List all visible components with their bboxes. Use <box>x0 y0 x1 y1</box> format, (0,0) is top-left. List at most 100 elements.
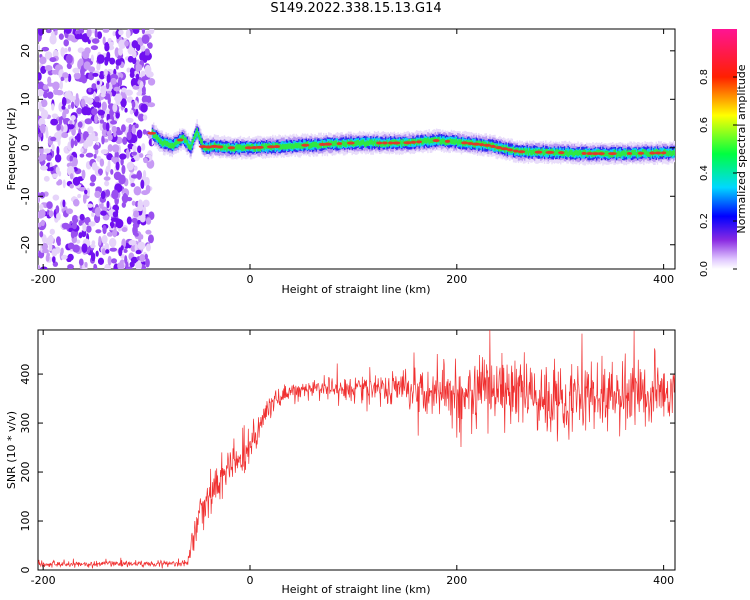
ridge-band-cell <box>156 134 159 141</box>
ridge-band-cell <box>358 141 361 147</box>
ridge-band-cell <box>184 137 186 144</box>
snr-y-label: SNR (10 * v/v) <box>5 411 18 489</box>
spectrogram-x-tick-label: -200 <box>31 273 56 286</box>
noise-cell <box>135 62 141 73</box>
noise-cell <box>49 34 57 45</box>
noise-cell <box>147 42 153 49</box>
noise-cell <box>49 166 54 172</box>
ridge-band-cell <box>366 140 368 146</box>
ridge-band-cell <box>367 140 370 147</box>
ridge-band-cell <box>162 140 165 146</box>
ridge-band-cell <box>648 151 650 157</box>
ridge-band-cell <box>201 139 203 145</box>
ridge-peak-cell <box>597 152 605 156</box>
ridge-band-cell <box>645 150 648 156</box>
ridge-band-cell <box>671 150 674 157</box>
noise-cell <box>79 213 85 221</box>
noise-cell <box>77 193 82 199</box>
noise-cell <box>40 266 48 269</box>
noise-cell <box>98 235 102 246</box>
noise-cell <box>45 254 50 262</box>
noise-cell <box>100 93 106 98</box>
snr-y-tick-label: 200 <box>19 462 32 483</box>
noise-cell <box>101 235 108 244</box>
colorbar-label: Normalized spectral amplitude <box>735 64 748 233</box>
spectrogram-y-tick-label: -20 <box>19 236 32 254</box>
ridge-peak-cell <box>255 145 264 149</box>
noise-cell <box>62 110 67 119</box>
noise-cell <box>111 258 118 264</box>
ridge-band-cell <box>450 138 453 145</box>
ridge-peak-cell <box>478 143 485 147</box>
noise-cell <box>70 115 76 121</box>
noise-cell <box>38 29 44 36</box>
noise-cell <box>86 203 94 208</box>
ridge-band-cell <box>177 138 180 144</box>
noise-cell <box>38 88 44 97</box>
ridge-band-cell <box>175 139 177 146</box>
noise-cell <box>62 118 69 123</box>
ridge-band-cell <box>530 149 532 156</box>
noise-cell <box>51 113 59 119</box>
noise-cell <box>100 149 109 155</box>
noise-cell <box>60 247 64 255</box>
colorbar-gradient <box>712 29 737 269</box>
noise-cell <box>94 190 101 199</box>
noise-cell <box>91 212 95 217</box>
ridge-band-cell <box>155 134 157 140</box>
ridge-peak-cell <box>216 145 224 149</box>
snr-x-tick-label: 200 <box>446 574 467 587</box>
noise-cell <box>44 51 53 60</box>
ridge-band-cell <box>186 140 188 146</box>
ridge-band-cell <box>619 152 621 158</box>
ridge-band-cell <box>604 150 607 157</box>
ridge-band-cell <box>309 143 311 149</box>
colorbar-tick-label: 0.2 <box>699 213 710 229</box>
noise-cell <box>74 30 81 35</box>
ridge-band-cell <box>425 138 428 144</box>
noise-cell <box>61 132 69 139</box>
ridge-band-cell <box>370 139 372 145</box>
noise-cell <box>104 43 110 52</box>
ridge-band-cell <box>566 150 568 156</box>
noise-cell <box>107 144 113 152</box>
ridge-band-cell <box>372 140 375 147</box>
noise-cell <box>135 260 142 269</box>
noise-cell <box>104 242 110 252</box>
noise-cell <box>100 85 107 95</box>
colorbar-tick-label: 0.0 <box>699 261 710 277</box>
ridge-band-cell <box>416 140 418 146</box>
noise-cell <box>87 126 94 134</box>
noise-cell <box>41 234 47 244</box>
noise-cell <box>41 242 48 251</box>
ridge-band-cell <box>526 148 528 154</box>
ridge-band-cell <box>633 149 635 156</box>
ridge-band-cell <box>237 144 239 150</box>
noise-cell <box>123 248 128 253</box>
noise-cell <box>56 123 61 131</box>
noise-cell <box>141 85 146 95</box>
noise-cell <box>102 224 107 235</box>
ridge-band-cell <box>288 143 290 149</box>
ridge-band-cell <box>314 141 316 148</box>
snr-x-ticks: -200 0 200 400 <box>31 330 674 587</box>
noise-cell <box>101 135 105 145</box>
snr-x-tick-label: 400 <box>653 574 674 587</box>
noise-cell <box>93 144 100 150</box>
ridge-band-cell <box>285 144 288 150</box>
ridge-band-cell <box>293 144 295 150</box>
ridge-band-cell <box>636 149 639 156</box>
ridge-band-cell <box>571 149 573 156</box>
noise-cell <box>114 93 123 103</box>
spectrogram-heatmap <box>38 29 675 269</box>
ridge-band-cell <box>196 127 198 134</box>
ridge-peak-cell <box>403 141 413 145</box>
noise-cell <box>58 102 64 113</box>
ridge-band-cell <box>164 139 166 145</box>
ridge-band-cell <box>195 131 197 137</box>
ridge-peak-cell <box>608 152 617 156</box>
ridge-band-cell <box>457 140 459 146</box>
noise-cell <box>78 58 84 67</box>
ridge-band-cell <box>223 145 226 151</box>
ridge-band-cell <box>280 144 283 150</box>
